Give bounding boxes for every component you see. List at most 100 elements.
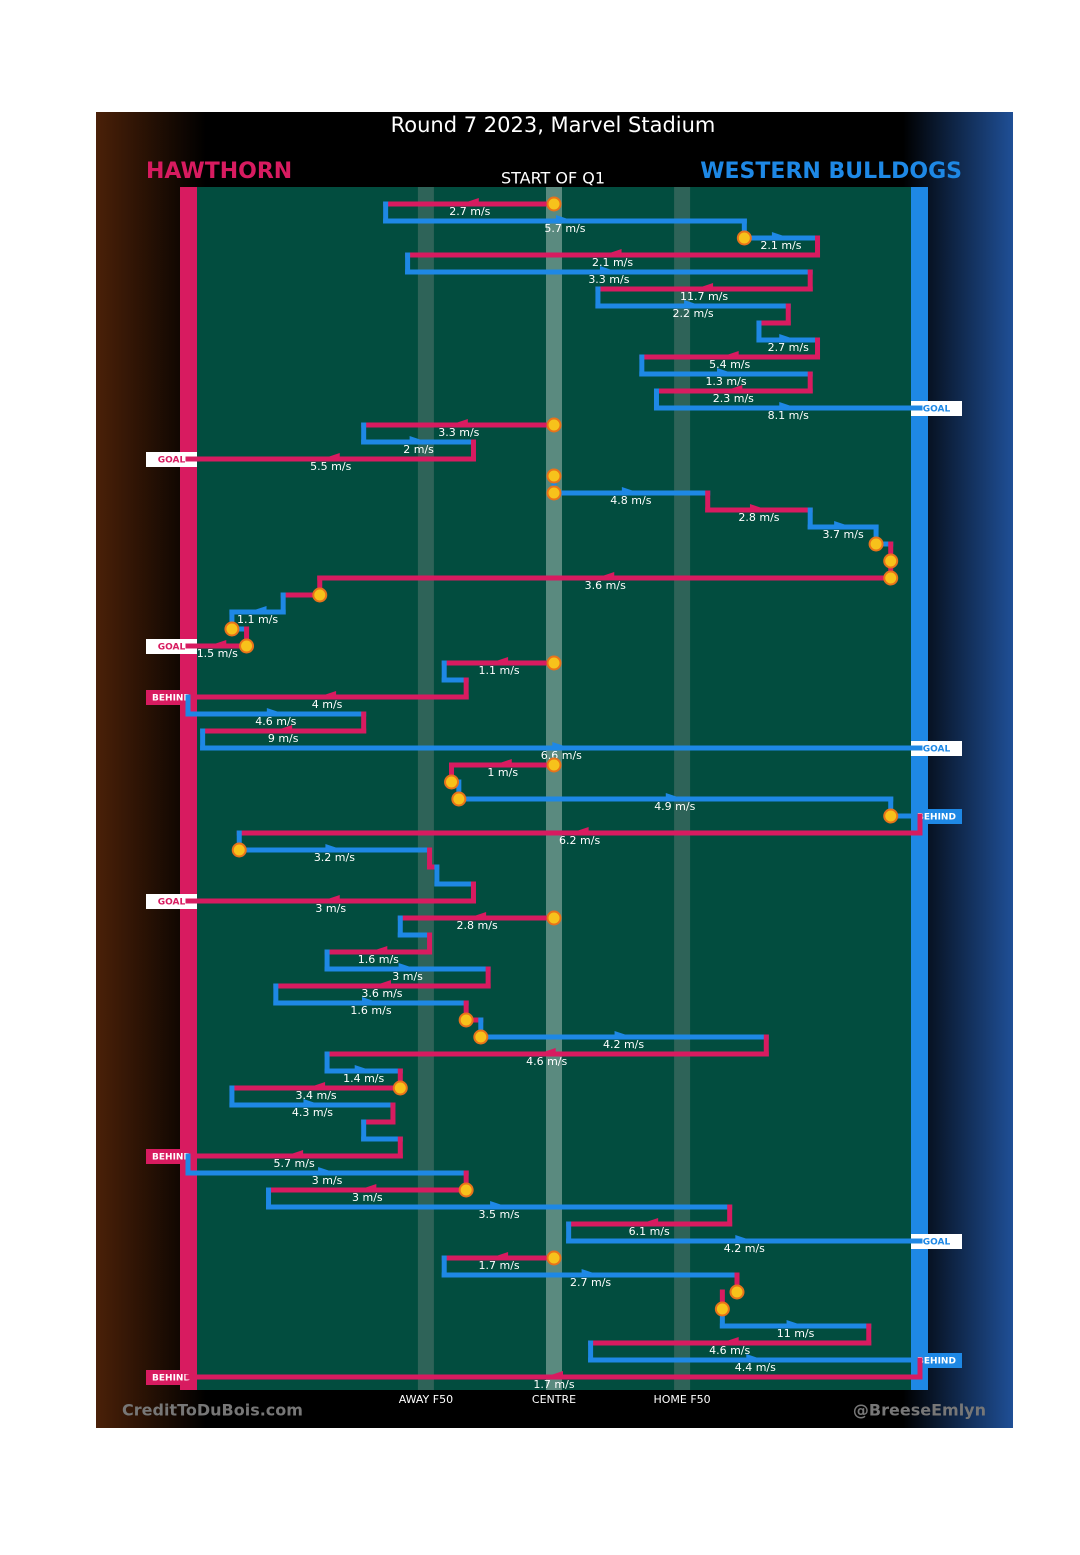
speed-label: 6.1 m/s <box>629 1225 670 1238</box>
stoppage <box>224 621 240 637</box>
result-label: GOAL <box>158 643 186 653</box>
result-box <box>146 690 197 705</box>
arrow <box>786 1320 805 1328</box>
arrow <box>749 504 768 512</box>
stoppage <box>458 1182 474 1198</box>
speed-label: 3.4 m/s <box>296 1089 337 1102</box>
stoppage <box>444 774 460 790</box>
arrow <box>720 351 739 359</box>
result-label: BEHIND <box>917 1357 956 1367</box>
arrow <box>325 844 344 852</box>
result-label: BEHIND <box>152 694 191 704</box>
result-label: GOAL <box>158 898 186 908</box>
arrow <box>603 249 622 257</box>
speed-label: 2.2 m/s <box>673 307 714 320</box>
speed-label: 1.6 m/s <box>350 1004 391 1017</box>
speed-label: 4.9 m/s <box>654 800 695 813</box>
stoppage <box>392 1080 408 1096</box>
speed-label: 8.1 m/s <box>768 409 809 422</box>
result-box <box>146 452 197 467</box>
arrow <box>640 1218 659 1226</box>
result-label: GOAL <box>923 1238 951 1248</box>
speed-label: 3.2 m/s <box>314 851 355 864</box>
arrow <box>307 1082 326 1090</box>
stoppage <box>729 1284 745 1300</box>
stoppage <box>546 1250 562 1266</box>
speed-label: 3 m/s <box>392 970 423 983</box>
stoppage <box>546 485 562 501</box>
speed-label: 4.6 m/s <box>255 715 296 728</box>
speed-label: 2.7 m/s <box>768 341 809 354</box>
result-box <box>911 1353 962 1368</box>
arrow <box>834 521 853 529</box>
arrow <box>717 368 736 376</box>
speed-label: 5.7 m/s <box>274 1157 315 1170</box>
speed-label: 4.3 m/s <box>292 1106 333 1119</box>
arrow <box>398 963 417 971</box>
speed-label: 6.2 m/s <box>559 834 600 847</box>
arrow <box>372 980 391 988</box>
zone-line <box>546 187 562 1390</box>
arrow <box>596 572 615 580</box>
arrow <box>695 283 714 291</box>
arrow <box>779 334 798 342</box>
speed-label: 5.4 m/s <box>709 358 750 371</box>
result-box <box>146 1370 197 1385</box>
speed-label: 1 m/s <box>487 766 518 779</box>
speed-label: 1.6 m/s <box>358 953 399 966</box>
speed-label: 5.5 m/s <box>310 460 351 473</box>
result-box <box>911 809 962 824</box>
stoppage <box>473 1029 489 1045</box>
arrow <box>490 1201 509 1209</box>
result-label: BEHIND <box>152 1374 191 1384</box>
stoppage <box>736 230 752 246</box>
goal-bar <box>180 187 197 1390</box>
arrow <box>545 1371 563 1379</box>
arrow <box>409 436 428 444</box>
stoppage <box>883 808 899 824</box>
result-label: GOAL <box>923 405 951 415</box>
speed-label: 4.6 m/s <box>526 1055 567 1068</box>
speed-label: 4.2 m/s <box>603 1038 644 1051</box>
arrow <box>771 232 790 240</box>
arrow <box>208 640 227 648</box>
result-box <box>146 639 197 654</box>
stoppage <box>546 757 562 773</box>
team-name: WESTERN BULLDOGS <box>700 159 962 184</box>
result-box <box>146 894 197 909</box>
stoppage <box>546 655 562 671</box>
stoppage <box>231 842 247 858</box>
stoppage <box>868 536 884 552</box>
arrow <box>779 402 798 410</box>
speed-label: 2.8 m/s <box>457 919 498 932</box>
arrow <box>274 725 293 733</box>
arrow <box>449 419 468 427</box>
speed-label: 3.5 m/s <box>479 1208 520 1221</box>
speed-label: 4.2 m/s <box>724 1242 765 1255</box>
speed-label: 3.3 m/s <box>438 426 479 439</box>
arrow <box>354 1065 373 1073</box>
stoppage <box>546 196 562 212</box>
arrow <box>490 1252 509 1260</box>
speed-label: 1.4 m/s <box>343 1072 384 1085</box>
arrow <box>555 215 574 223</box>
result-label: GOAL <box>923 745 951 755</box>
arrow <box>303 1099 322 1107</box>
speed-label: 3.3 m/s <box>588 273 629 286</box>
arrow <box>621 487 640 495</box>
arrow <box>266 708 285 716</box>
speed-label: 3.7 m/s <box>823 528 864 541</box>
arrow <box>665 793 684 801</box>
result-label: BEHIND <box>152 1153 191 1163</box>
team-name: HAWTHORN <box>146 159 292 184</box>
speed-label: 4.8 m/s <box>610 494 651 507</box>
speed-label: 1.1 m/s <box>479 664 520 677</box>
result-box <box>911 741 962 756</box>
speed-label: 2.7 m/s <box>449 205 490 218</box>
arrow <box>614 1031 633 1039</box>
arrow <box>724 385 743 393</box>
arrow <box>321 895 340 903</box>
arrow <box>746 1354 765 1362</box>
